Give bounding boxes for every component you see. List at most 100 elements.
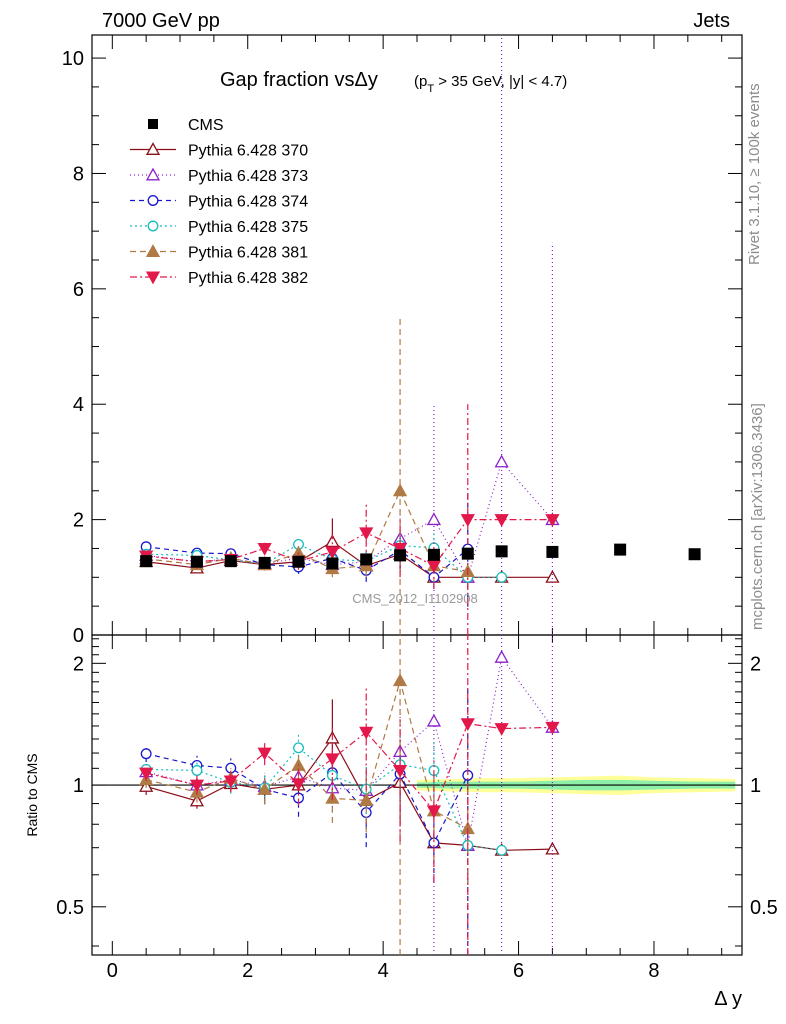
series-marker	[496, 844, 508, 856]
y-tick-label: 2	[73, 510, 84, 532]
cms-marker	[495, 545, 508, 558]
y-tick-label: 10	[62, 48, 84, 70]
series-marker	[145, 271, 161, 285]
series-marker	[223, 775, 238, 789]
legend-entry: Pythia 6.428 382	[130, 270, 308, 287]
series-marker	[426, 713, 442, 727]
x-tick-label: 0	[107, 960, 118, 982]
cms-marker	[148, 119, 158, 129]
legend-entry: Pythia 6.428 381	[130, 244, 308, 262]
series-marker	[545, 569, 560, 583]
cms-marker	[140, 555, 153, 568]
series-marker	[191, 765, 203, 776]
axes: 0 2 4 6 8 0 2 4 6 8 10 0.5 0.5 1 1 2 2	[56, 34, 778, 982]
cms-marker	[360, 553, 373, 566]
series-marker	[392, 483, 408, 497]
series-marker	[494, 723, 509, 736]
series-marker	[460, 718, 475, 732]
series-marker	[140, 748, 152, 760]
cms-marker	[461, 547, 474, 560]
x-axis-label: Δ y	[714, 988, 742, 1010]
rivet-version-label: Rivet 3.1.10, ≥ 100k events	[746, 83, 763, 265]
cms-marker	[546, 545, 559, 558]
y-tick-label: 8	[73, 163, 84, 185]
series-marker	[545, 841, 560, 855]
x-tick-label: 4	[378, 960, 389, 982]
legend-entry: Pythia 6.428 373	[130, 167, 308, 185]
y-tick-label: 4	[73, 394, 84, 416]
legend-entry: Pythia 6.428 374	[130, 194, 308, 211]
cms-data	[140, 543, 701, 570]
series-marker	[257, 543, 272, 556]
legend: CMS Pythia 6.428 370 Pythia 6.428 373 Pythi…	[130, 117, 308, 287]
series-line-ratio	[146, 723, 553, 813]
x-tick-label: 2	[242, 960, 253, 982]
ratio-tick-label-right: 1	[750, 775, 761, 797]
series-marker	[257, 781, 272, 795]
series-marker	[325, 534, 340, 547]
ratio-tick-label: 0.5	[56, 897, 84, 919]
series-marker	[145, 142, 161, 155]
ratio-tick-label-right: 0.5	[750, 897, 778, 919]
cms-marker	[224, 555, 237, 568]
series-marker	[147, 195, 159, 206]
analysis-watermark: CMS_2012_I1102908	[352, 591, 478, 606]
ratio-tick-label: 2	[73, 653, 84, 675]
legend-label: Pythia 6.428 375	[188, 219, 308, 236]
series-marker	[426, 560, 442, 574]
series-marker	[325, 546, 340, 560]
series-marker	[392, 543, 408, 556]
title-block: Gap fraction vsΔy (pT > 35 GeV, |y| < 4.…	[220, 69, 567, 95]
series-marker	[147, 220, 159, 232]
series-marker	[426, 805, 442, 819]
series-marker	[359, 527, 374, 541]
series-line-main	[146, 489, 468, 573]
series-marker	[139, 767, 154, 781]
legend-entry: Pythia 6.428 370	[130, 142, 308, 160]
cms-marker	[292, 555, 305, 568]
mcplots-credit-label: mcplots.cern.ch [arXiv:1306.3436]	[749, 403, 766, 630]
series-line-ratio	[146, 678, 469, 830]
series-marker	[257, 747, 272, 761]
ratio-axis-label: Ratio to CMS	[24, 753, 40, 836]
energy-label: 7000 GeV pp	[102, 10, 220, 32]
series-line-main	[146, 519, 553, 567]
legend-label: Pythia 6.428 382	[188, 270, 308, 287]
cms-marker	[614, 543, 627, 556]
cms-marker	[190, 555, 203, 568]
cms-marker	[326, 557, 339, 570]
process-label: Jets	[693, 10, 730, 32]
series-marker	[392, 764, 408, 778]
series-marker	[545, 514, 560, 527]
series-marker	[392, 673, 408, 687]
series-line-ratio	[146, 753, 469, 845]
series-marker	[460, 514, 475, 527]
legend-entry: CMS	[148, 117, 224, 134]
series-marker	[291, 778, 306, 792]
series-marker	[293, 742, 304, 754]
cms-marker	[394, 549, 407, 562]
cms-marker	[688, 548, 701, 561]
series-marker	[325, 753, 340, 767]
chart-title: Gap fraction vsΔy	[220, 69, 378, 91]
series-marker	[189, 779, 205, 793]
legend-label: Pythia 6.428 373	[188, 168, 308, 185]
series-marker	[359, 726, 374, 740]
cms-marker	[427, 548, 440, 561]
series-marker	[545, 721, 560, 735]
series-marker	[426, 512, 442, 526]
ratio-panel-frame	[91, 634, 743, 956]
x-tick-label: 6	[513, 960, 524, 982]
ratio-tick-label: 1	[73, 775, 84, 797]
series-line-ratio	[146, 736, 553, 851]
legend-label: Pythia 6.428 374	[188, 194, 308, 211]
series-marker	[494, 514, 509, 527]
legend-label: Pythia 6.428 370	[188, 143, 308, 160]
series-line-main	[146, 540, 553, 578]
series-marker	[496, 571, 508, 583]
series-4	[139, 317, 475, 955]
series-5	[139, 404, 560, 955]
legend-entry: Pythia 6.428 375	[130, 219, 308, 236]
chart-title-suffix: (pT > 35 GeV, |y| < 4.7)	[414, 73, 567, 95]
